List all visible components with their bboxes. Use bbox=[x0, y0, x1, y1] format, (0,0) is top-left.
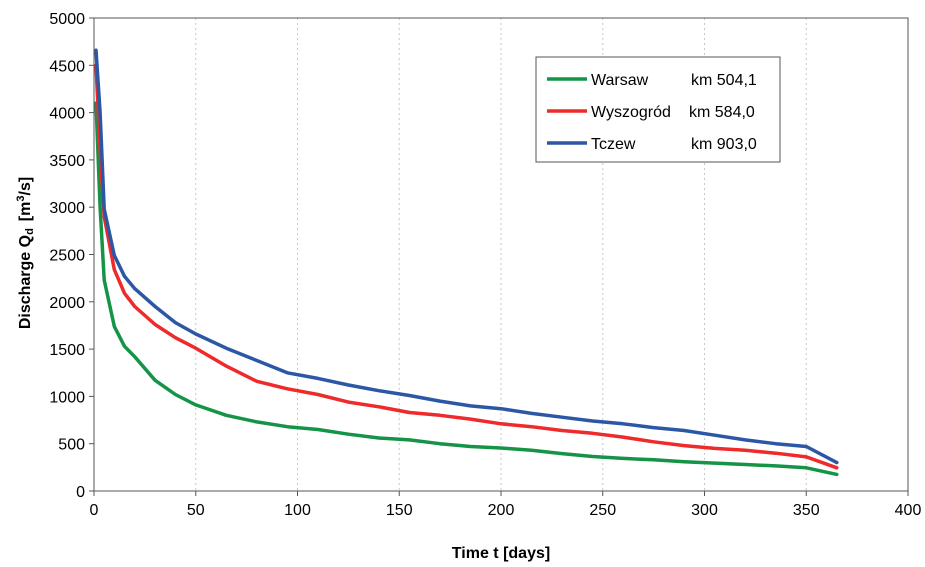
y-tick-label: 2000 bbox=[49, 295, 85, 312]
y-tick-label: 2500 bbox=[49, 248, 85, 265]
grid bbox=[195, 18, 807, 491]
x-axis-title: Time t [days] bbox=[452, 545, 550, 562]
x-tick-label: 400 bbox=[895, 502, 922, 519]
y-tick-label: 5000 bbox=[49, 11, 85, 28]
y-tick-label: 3000 bbox=[49, 200, 85, 217]
y-axis-title-tail: /s] bbox=[17, 177, 34, 196]
y-axis-title-sub: d bbox=[24, 228, 36, 235]
y-tick-label: 0 bbox=[76, 484, 85, 501]
legend-entry-tczew: Tczew km 903,0 bbox=[547, 136, 757, 153]
series-line-warsaw bbox=[94, 101, 839, 477]
y-tick-label: 1000 bbox=[49, 389, 85, 406]
y-axis-title-sup: 3 bbox=[15, 195, 27, 201]
series-line-tczew bbox=[94, 48, 839, 465]
y-tick-label: 1500 bbox=[49, 342, 85, 359]
x-tick-label: 150 bbox=[386, 502, 413, 519]
legend-km-tczew: km 903,0 bbox=[691, 136, 757, 153]
legend-label-warsaw: Warsaw bbox=[591, 72, 649, 89]
y-axis-title-unit: [m bbox=[17, 202, 34, 222]
y-tick-label: 3500 bbox=[49, 153, 85, 170]
series-line-wyszogrod bbox=[94, 63, 839, 470]
x-tick-label: 250 bbox=[589, 502, 616, 519]
x-tick-label: 300 bbox=[691, 502, 718, 519]
y-tick-label: 4500 bbox=[49, 58, 85, 75]
legend-label-tczew: Tczew bbox=[591, 136, 636, 153]
legend-entry-warsaw: Warsaw km 504,1 bbox=[547, 72, 757, 89]
y-tick-label: 500 bbox=[58, 437, 85, 454]
y-axis-ticks: 0 500 1000 1500 2000 2500 3000 3500 4000 4500 5000 bbox=[49, 11, 94, 501]
y-axis-title-main: Discharge Q bbox=[17, 235, 34, 329]
series-lines bbox=[94, 48, 839, 477]
x-tick-label: 0 bbox=[90, 502, 99, 519]
legend-km-wyszogrod: km 584,0 bbox=[689, 104, 755, 121]
x-tick-label: 200 bbox=[488, 502, 515, 519]
legend: Warsaw km 504,1 Wyszogród km 584,0 Tczew… bbox=[535, 56, 781, 163]
x-axis-ticks: 0 50 100 150 200 250 300 350 400 bbox=[90, 491, 922, 519]
x-tick-label: 50 bbox=[187, 502, 205, 519]
legend-entry-wyszogrod: Wyszogród km 584,0 bbox=[547, 104, 755, 121]
x-tick-label: 350 bbox=[793, 502, 820, 519]
y-axis-title: Discharge Qd [m3/s] bbox=[15, 177, 36, 329]
y-tick-label: 4000 bbox=[49, 106, 85, 123]
legend-km-warsaw: km 504,1 bbox=[691, 72, 757, 89]
legend-label-wyszogrod: Wyszogród bbox=[591, 104, 671, 121]
x-tick-label: 100 bbox=[284, 502, 311, 519]
